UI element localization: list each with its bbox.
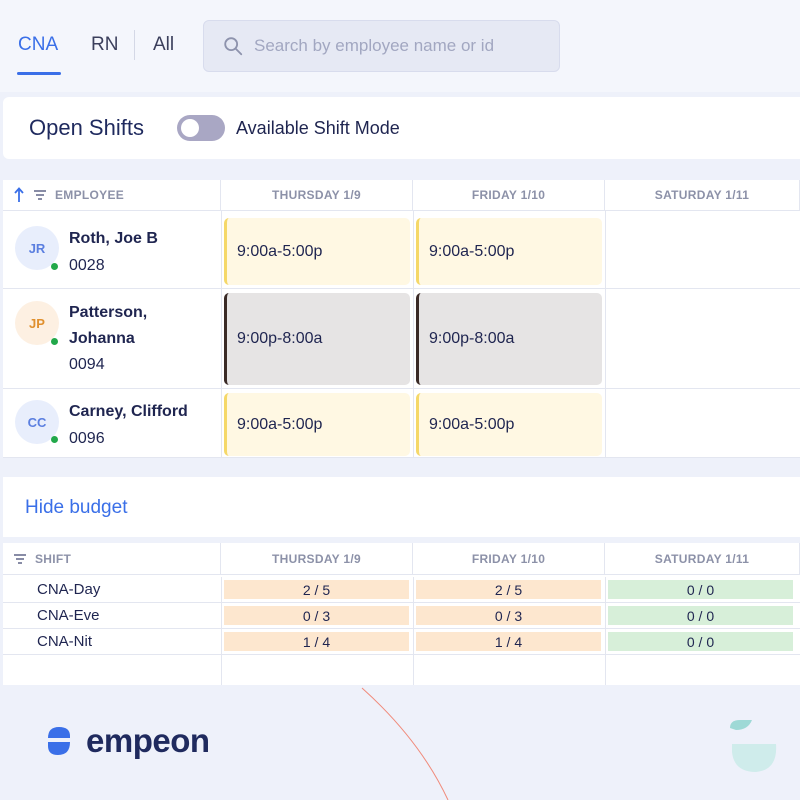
employee-column-header[interactable]: EMPLOYEE [3,180,221,211]
budget-value: 2 / 5 [224,580,409,599]
active-tab-indicator [17,72,61,75]
budget-day-header-thursday: THURSDAY 1/9 [221,543,413,575]
search-input[interactable] [254,36,544,56]
employee-name[interactable]: Carney, Clifford [69,403,188,420]
tab-cna[interactable]: CNA [18,34,59,55]
schedule-grid: EMPLOYEE THURSDAY 1/9 FRIDAY 1/10 SATURD… [3,180,800,458]
tab-all[interactable]: All [153,34,175,55]
budget-toggle-bar: Hide budget [3,477,800,537]
budget-row: CNA-Day 2 / 5 2 / 5 0 / 0 [3,577,800,603]
budget-value: 0 / 0 [608,580,793,599]
online-status-dot [51,436,58,443]
shift-column-header[interactable]: SHIFT [3,543,221,575]
employee-row: JP Patterson, Johanna 0094 9:00p-8:00a 9… [3,289,800,389]
toggle-knob [181,119,199,137]
budget-value: 2 / 5 [416,580,601,599]
budget-value: 1 / 4 [224,632,409,651]
budget-shift-name: CNA-Day [37,581,101,598]
employee-id: 0094 [69,356,105,373]
filter-icon[interactable] [13,553,27,565]
online-status-dot [51,263,58,270]
top-bar: CNA RN All [0,0,800,92]
shift-block[interactable]: 9:00p-8:00a [416,293,602,385]
open-shifts-title: Open Shifts [29,115,144,140]
tab-rn[interactable]: RN [91,34,119,55]
budget-day-header-saturday: SATURDAY 1/11 [605,543,800,575]
search-box[interactable] [203,20,560,72]
budget-shift-name: CNA-Eve [37,607,100,624]
budget-value: 0 / 0 [608,632,793,651]
employee-row: CC Carney, Clifford 0096 9:00a-5:00p 9:0… [3,389,800,458]
employee-id: 0028 [69,257,105,274]
shift-block[interactable]: 9:00p-8:00a [224,293,410,385]
budget-row: CNA-Nit 1 / 4 1 / 4 0 / 0 [3,629,800,655]
shift-header-label: SHIFT [35,551,72,566]
budget-empty-row [3,655,800,685]
day-header-thursday: THURSDAY 1/9 [221,180,413,211]
employee-header-label: EMPLOYEE [55,188,125,202]
budget-value: 0 / 0 [608,606,793,625]
filter-icon[interactable] [33,189,47,201]
avatar: JR [15,226,59,270]
empeon-logo: empeon [44,722,210,760]
budget-value: 1 / 4 [416,632,601,651]
budget-row: CNA-Eve 0 / 3 0 / 3 0 / 0 [3,603,800,629]
budget-shift-name: CNA-Nit [37,633,92,650]
budget-value: 0 / 3 [416,606,601,625]
budget-value: 0 / 3 [224,606,409,625]
budget-table: SHIFT THURSDAY 1/9 FRIDAY 1/10 SATURDAY … [3,543,800,685]
day-header-friday: FRIDAY 1/10 [413,180,605,211]
shift-block[interactable]: 9:00a-5:00p [224,393,410,456]
shift-block[interactable]: 9:00a-5:00p [416,218,602,285]
day-header-saturday: SATURDAY 1/11 [605,180,800,211]
empeon-logo-icon [48,727,70,755]
employee-name[interactable]: Roth, Joe B [69,230,158,247]
employee-name[interactable]: Patterson, Johanna [69,304,148,347]
avatar: JP [15,301,59,345]
open-shifts-header: Open Shifts Available Shift Mode [3,97,800,159]
brand-name: empeon [86,722,210,759]
shift-block[interactable]: 9:00a-5:00p [416,393,602,456]
employee-row: JR Roth, Joe B 0028 9:00a-5:00p 9:00a-5:… [3,211,800,289]
budget-day-header-friday: FRIDAY 1/10 [413,543,605,575]
employee-id: 0096 [69,430,105,447]
online-status-dot [51,338,58,345]
brand-mark-icon [730,720,777,772]
available-shift-mode-toggle[interactable] [177,115,225,141]
sort-up-icon[interactable] [13,187,25,203]
available-shift-mode-label: Available Shift Mode [236,118,400,138]
tab-divider [134,30,135,60]
search-icon [224,37,243,56]
hide-budget-link[interactable]: Hide budget [25,497,128,518]
shift-block[interactable]: 9:00a-5:00p [224,218,410,285]
